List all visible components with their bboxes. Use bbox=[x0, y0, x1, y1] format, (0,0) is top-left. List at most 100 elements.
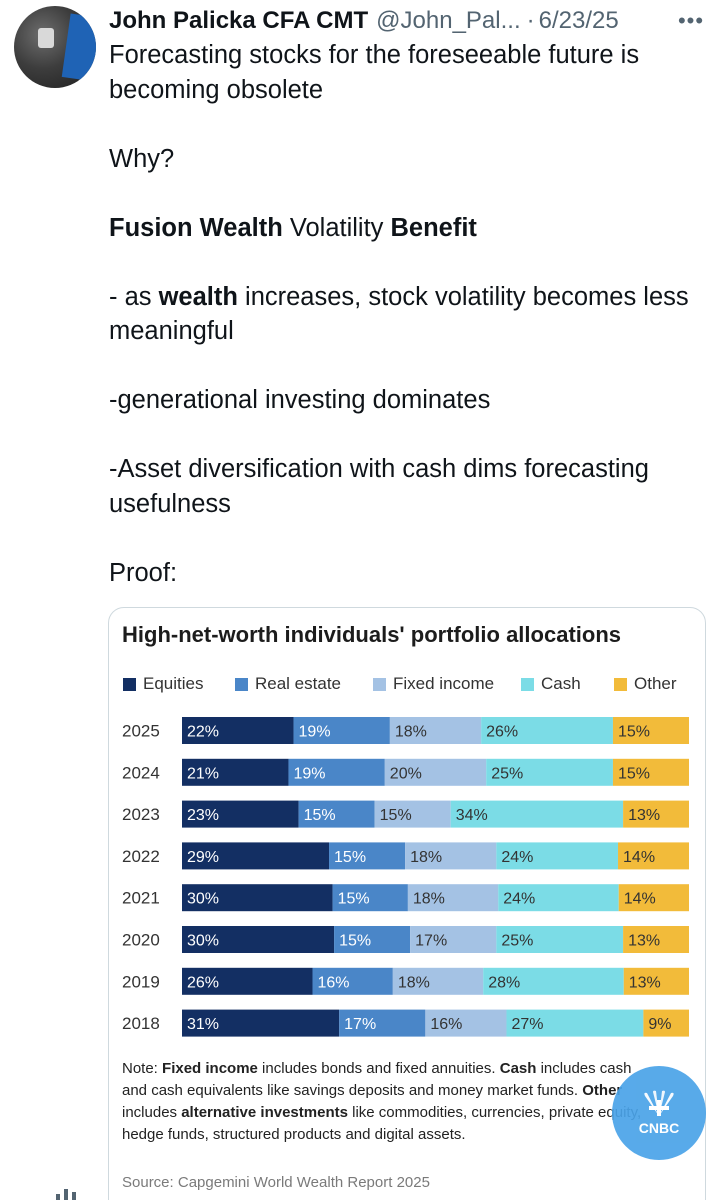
bar-segment bbox=[410, 926, 497, 953]
bar-segment bbox=[182, 1009, 340, 1037]
tweet-line: -Asset diversification with cash dims fo… bbox=[109, 455, 649, 518]
bar-segment bbox=[182, 884, 333, 912]
bar-value-label: 30% bbox=[187, 933, 219, 950]
bar-value-label: 24% bbox=[501, 849, 533, 866]
bar-segment bbox=[486, 758, 613, 786]
bar-value-label: 15% bbox=[334, 849, 366, 866]
bar-value-label: 13% bbox=[629, 974, 661, 991]
bar-value-label: 15% bbox=[339, 933, 371, 950]
bar-segment bbox=[405, 842, 497, 870]
bar-segment bbox=[374, 800, 451, 828]
legend-label: Real estate bbox=[255, 674, 341, 693]
bar-value-label: 23% bbox=[187, 807, 219, 824]
legend-swatch bbox=[614, 677, 627, 691]
bar-segment bbox=[483, 967, 624, 995]
bar-value-label: 17% bbox=[344, 1016, 376, 1033]
bar-segment bbox=[298, 800, 375, 828]
year-label: 2024 bbox=[122, 763, 160, 782]
bar-value-label: 16% bbox=[318, 974, 350, 991]
bar-segment bbox=[623, 967, 689, 995]
bar-value-label: 18% bbox=[410, 849, 442, 866]
avatar-watch bbox=[38, 28, 54, 48]
legend-label: Cash bbox=[541, 674, 581, 693]
legend-swatch bbox=[235, 677, 248, 691]
legend-item: Real estate bbox=[235, 674, 341, 694]
bar-segment bbox=[334, 926, 411, 953]
legend-item: Fixed income bbox=[373, 674, 494, 694]
analytics-icon[interactable] bbox=[54, 1186, 80, 1200]
legend-label: Fixed income bbox=[393, 674, 495, 693]
bar-value-label: 31% bbox=[187, 1016, 219, 1033]
chart-note: Note: Fixed income includes bonds and fi… bbox=[122, 1058, 642, 1146]
chart-title: High-net-worth individuals' portfolio al… bbox=[122, 622, 621, 647]
bar-segment bbox=[425, 1009, 507, 1037]
bar-value-label: 22% bbox=[187, 724, 219, 741]
bar-segment bbox=[498, 884, 619, 912]
tweet-line: Proof: bbox=[109, 558, 178, 587]
author-name[interactable]: John Palicka CFA CMT bbox=[109, 7, 369, 34]
bar-segment bbox=[329, 842, 406, 870]
bold-text: Fusion Wealth bbox=[109, 213, 283, 242]
year-label: 2022 bbox=[122, 847, 160, 866]
bar-value-label: 24% bbox=[503, 891, 535, 908]
author-handle[interactable]: @John_Pal... bbox=[376, 7, 521, 34]
bar-value-label: 18% bbox=[395, 724, 427, 741]
bar-segment bbox=[496, 842, 619, 870]
more-options-icon[interactable]: ••• bbox=[677, 8, 705, 33]
legend-item: Cash bbox=[521, 674, 581, 694]
bar-value-label: 13% bbox=[628, 933, 660, 950]
bar-value-label: 9% bbox=[648, 1016, 671, 1033]
year-label: 2025 bbox=[122, 722, 160, 741]
bar-segment bbox=[182, 717, 294, 744]
bar-value-label: 19% bbox=[299, 724, 331, 741]
bar-value-label: 25% bbox=[491, 765, 523, 782]
bar-segment bbox=[643, 1009, 689, 1037]
bar-segment bbox=[618, 884, 689, 912]
bold-text: Other bbox=[582, 1082, 623, 1099]
legend-item: Equities bbox=[123, 674, 203, 694]
bar-segment bbox=[182, 800, 299, 828]
cnbc-badge[interactable]: CNBC bbox=[612, 1066, 706, 1160]
bar-segment bbox=[384, 758, 487, 786]
bar-segment bbox=[288, 758, 385, 786]
year-label: 2018 bbox=[122, 1014, 160, 1033]
year-label: 2021 bbox=[122, 889, 160, 908]
avatar[interactable] bbox=[14, 6, 96, 88]
bar-value-label: 19% bbox=[293, 765, 325, 782]
bar-value-label: 15% bbox=[618, 724, 650, 741]
chart-image-card[interactable]: High-net-worth individuals' portfolio al… bbox=[108, 607, 706, 1200]
bold-text: Fixed income bbox=[162, 1060, 258, 1077]
bar-segment bbox=[481, 717, 613, 744]
bar-value-label: 21% bbox=[187, 765, 219, 782]
bold-text: wealth bbox=[158, 282, 238, 311]
bar-value-label: 28% bbox=[488, 974, 520, 991]
bar-value-label: 27% bbox=[511, 1016, 543, 1033]
bar-segment bbox=[506, 1009, 644, 1037]
avatar-card bbox=[61, 13, 96, 83]
chart-svg: 2025 22% 19% 18% 26% 15% 2024 21% 19% 20% 25% 15% 20… bbox=[122, 717, 689, 1037]
bar-value-label: 20% bbox=[390, 765, 422, 782]
bar-segment bbox=[623, 800, 689, 828]
bar-segment bbox=[392, 967, 484, 995]
bar-segment bbox=[332, 884, 408, 912]
bar-value-label: 15% bbox=[380, 807, 412, 824]
bar-value-label: 29% bbox=[187, 849, 219, 866]
bar-value-label: 17% bbox=[415, 933, 447, 950]
text: includes bbox=[122, 1104, 182, 1121]
bar-value-label: 14% bbox=[624, 891, 656, 908]
bar-segment bbox=[618, 842, 689, 870]
text: includes cash and cash equivalents like … bbox=[122, 1060, 632, 1099]
bar-segment bbox=[450, 800, 624, 828]
bar-value-label: 26% bbox=[187, 974, 219, 991]
bar-value-label: 34% bbox=[456, 807, 488, 824]
text: Volatility bbox=[282, 213, 391, 242]
tweet-date[interactable]: 6/23/25 bbox=[538, 7, 619, 34]
chart-source: Source: Capgemini World Wealth Report 20… bbox=[122, 1174, 430, 1191]
bar-value-label: 26% bbox=[486, 724, 518, 741]
bar-segment bbox=[339, 1009, 426, 1037]
text: like commodities, currencies, private eq… bbox=[122, 1104, 642, 1143]
tweet-header: John Palicka CFA CMT @John_Pal... · 6/23… bbox=[109, 4, 709, 38]
tweet-text: Forecasting stocks for the foreseeable f… bbox=[109, 38, 709, 590]
legend-item: Other bbox=[614, 674, 677, 694]
bold-text: Cash bbox=[499, 1060, 537, 1077]
